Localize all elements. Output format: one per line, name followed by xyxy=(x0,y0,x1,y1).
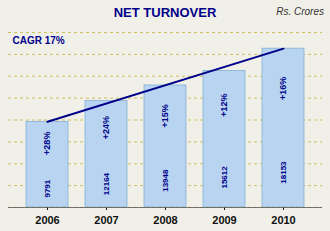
svg-text:12164: 12164 xyxy=(102,172,111,195)
svg-text:2007: 2007 xyxy=(94,214,118,226)
html-text:NET TURNOVER: NET TURNOVER xyxy=(113,5,217,20)
svg-text:+16%: +16% xyxy=(278,77,288,100)
svg-text:+24%: +24% xyxy=(101,116,111,139)
svg-text:2006: 2006 xyxy=(35,214,59,226)
svg-text:18153: 18153 xyxy=(279,161,288,184)
svg-text:2008: 2008 xyxy=(153,214,177,226)
svg-text:+28%: +28% xyxy=(42,132,52,155)
svg-text:2009: 2009 xyxy=(212,214,236,226)
svg-text:CAGR 17%: CAGR 17% xyxy=(13,35,65,46)
html-text:Rs. Crores: Rs. Crores xyxy=(276,6,324,17)
svg-text:+15%: +15% xyxy=(160,104,170,127)
svg-text:2010: 2010 xyxy=(271,214,295,226)
svg-text:15612: 15612 xyxy=(220,166,229,189)
svg-text:9791: 9791 xyxy=(43,179,52,197)
svg-text:+12%: +12% xyxy=(219,93,229,116)
svg-text:13948: 13948 xyxy=(161,169,170,192)
